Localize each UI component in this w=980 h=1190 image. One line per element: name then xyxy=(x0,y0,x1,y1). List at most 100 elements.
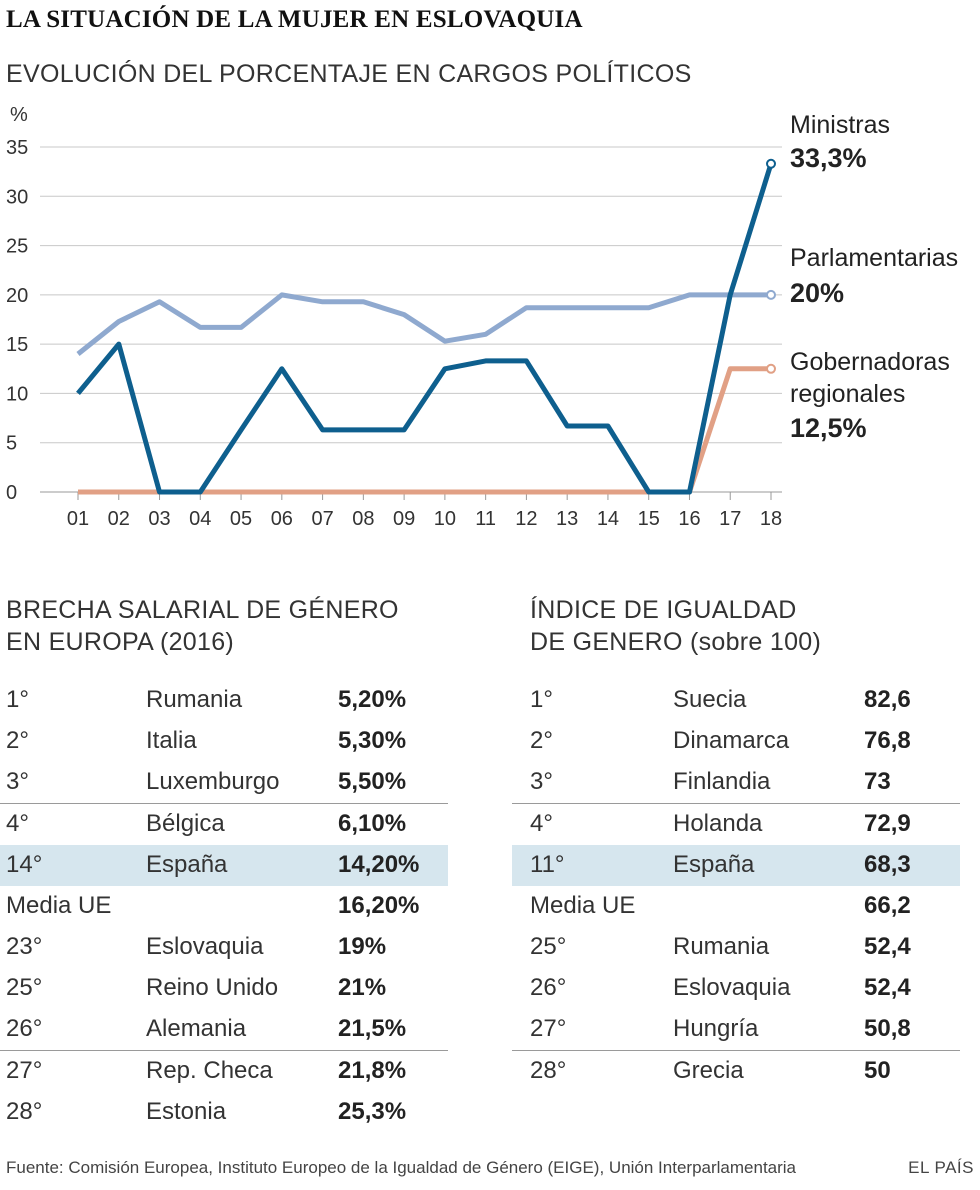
table-row: 28° Grecia 50 xyxy=(512,1050,960,1092)
y-tick-label: 5 xyxy=(6,433,17,455)
value-cell: 5,20% xyxy=(338,686,407,713)
end-value-parlamentarias: 20% xyxy=(790,278,844,308)
table-row: 4° Holanda 72,9 xyxy=(512,803,960,845)
x-tick-label: 09 xyxy=(393,508,415,530)
table-row: 25° Rumania 52,4 xyxy=(512,927,960,968)
rank-cell: 3° xyxy=(6,768,29,795)
x-tick-label: 18 xyxy=(760,508,782,530)
value-cell: 21,8% xyxy=(338,1057,407,1084)
table-row: 28° Estonia 25,3% xyxy=(0,1092,448,1133)
country-cell: Reino Unido xyxy=(146,974,279,1001)
value-cell: 52,4 xyxy=(864,974,911,1001)
country-cell: Luxemburgo xyxy=(146,768,280,795)
value-cell: 82,6 xyxy=(864,686,911,713)
x-tick-label: 08 xyxy=(352,508,374,530)
country-cell: Suecia xyxy=(673,686,747,713)
x-tick-label: 17 xyxy=(719,508,741,530)
table-row: 3° Luxemburgo 5,50% xyxy=(0,762,448,803)
wage-gap-header: BRECHA SALARIAL DE GÉNERO EN EUROPA (201… xyxy=(6,596,399,656)
rank-cell: 2° xyxy=(6,727,29,754)
country-cell: Dinamarca xyxy=(673,727,790,754)
table-row: Media UE 66,2 xyxy=(512,886,960,927)
rank-cell: 1° xyxy=(6,686,29,713)
rank-cell: 23° xyxy=(6,933,43,960)
table-row: 27° Rep. Checa 21,8% xyxy=(0,1050,448,1092)
value-cell: 5,30% xyxy=(338,727,407,754)
x-tick-label: 13 xyxy=(556,508,578,530)
rank-cell: 4° xyxy=(6,810,29,837)
table-row: 3° Finlandia 73 xyxy=(512,762,960,803)
y-tick-label: 25 xyxy=(6,236,28,258)
table-row: 27° Hungría 50,8 xyxy=(512,1009,960,1050)
table-row: 2° Dinamarca 76,8 xyxy=(512,721,960,762)
y-tick-label: 35 xyxy=(6,137,28,159)
y-axis-label: % xyxy=(10,104,28,126)
source-note: Fuente: Comisión Europea, Instituto Euro… xyxy=(6,1158,797,1177)
y-tick-label: 30 xyxy=(6,186,28,208)
country-cell: Holanda xyxy=(673,810,763,837)
value-cell: 66,2 xyxy=(864,892,911,919)
x-tick-label: 14 xyxy=(597,508,619,530)
value-cell: 68,3 xyxy=(864,851,911,878)
rank-cell: 26° xyxy=(6,1015,43,1042)
series-endpoint-parlamentarias xyxy=(766,289,776,300)
chart-subtitle: EVOLUCIÓN DEL PORCENTAJE EN CARGOS POLÍT… xyxy=(6,60,692,88)
country-cell: Rumania xyxy=(146,686,243,713)
value-cell: 5,50% xyxy=(338,768,407,795)
country-cell: Italia xyxy=(146,727,197,754)
y-tick-label: 15 xyxy=(6,334,28,356)
wage-gap-table: 1° Rumania 5,20% 2° Italia 5,30% 3° Luxemburgo 5… xyxy=(0,680,448,1133)
table-row: Media UE 16,20% xyxy=(0,886,448,927)
value-cell: 6,10% xyxy=(338,810,407,837)
legend-label-gobernadoras-line1: Gobernadoras xyxy=(790,348,950,376)
country-cell: Finlandia xyxy=(673,768,771,795)
rank-cell: 26° xyxy=(530,974,567,1001)
table-row: 4° Bélgica 6,10% xyxy=(0,803,448,845)
x-tick-label: 04 xyxy=(189,508,211,530)
x-tick-label: 15 xyxy=(638,508,660,530)
rank-cell: 28° xyxy=(6,1098,43,1125)
value-cell: 19% xyxy=(338,933,387,960)
legend-label-gobernadoras-line2: regionales xyxy=(790,380,905,408)
country-cell: Eslovaquia xyxy=(673,974,791,1001)
end-value-ministras: 33,3% xyxy=(790,143,867,173)
x-tick-label: 10 xyxy=(434,508,456,530)
x-tick-label: 16 xyxy=(678,508,700,530)
y-tick-label: 20 xyxy=(6,285,28,307)
series-line-gobernadoras-regionales xyxy=(78,366,771,495)
brand-logo: EL PAÍS xyxy=(908,1158,974,1177)
y-tick-label: 10 xyxy=(6,383,28,405)
rank-cell: 11° xyxy=(530,851,565,878)
country-cell: Grecia xyxy=(673,1057,744,1084)
country-cell: España xyxy=(146,851,228,878)
equality-index-table: 1° Suecia 82,6 2° Dinamarca 76,8 3° Finlandia 73… xyxy=(512,680,960,1092)
legend-label-ministras: Ministras xyxy=(790,111,890,139)
series-endpoint-ministras xyxy=(766,158,776,169)
legend-label-parlamentarias: Parlamentarias xyxy=(790,244,958,272)
country-cell: Rep. Checa xyxy=(146,1057,273,1084)
table-row: 1° Suecia 82,6 xyxy=(512,680,960,721)
x-tick-label: 05 xyxy=(230,508,252,530)
series-line-parlamentarias xyxy=(76,292,771,356)
table-row: 2° Italia 5,30% xyxy=(0,721,448,762)
rank-cell: 28° xyxy=(530,1057,567,1084)
series-line-ministras xyxy=(76,163,774,495)
table-row: 14° España 14,20% xyxy=(0,845,448,886)
value-cell: 14,20% xyxy=(338,851,420,878)
page-title: LA SITUACIÓN DE LA MUJER EN ESLOVAQUIA xyxy=(6,6,583,33)
rank-cell: 25° xyxy=(6,974,43,1001)
country-cell: Hungría xyxy=(673,1015,759,1042)
rank-cell: 4° xyxy=(530,810,553,837)
x-tick-label: 07 xyxy=(311,508,333,530)
table-row: 26° Eslovaquia 52,4 xyxy=(512,968,960,1009)
x-tick-label: 06 xyxy=(271,508,293,530)
equality-index-header: ÍNDICE DE IGUALDAD DE GENERO (sobre 100) xyxy=(530,596,822,656)
x-tick-label: 03 xyxy=(148,508,170,530)
rank-cell: 27° xyxy=(6,1057,43,1084)
value-cell: 73 xyxy=(864,768,891,795)
value-cell: 21,5% xyxy=(338,1015,407,1042)
value-cell: 16,20% xyxy=(338,892,420,919)
rank-cell: 1° xyxy=(530,686,553,713)
table-row: 25° Reino Unido 21% xyxy=(0,968,448,1009)
